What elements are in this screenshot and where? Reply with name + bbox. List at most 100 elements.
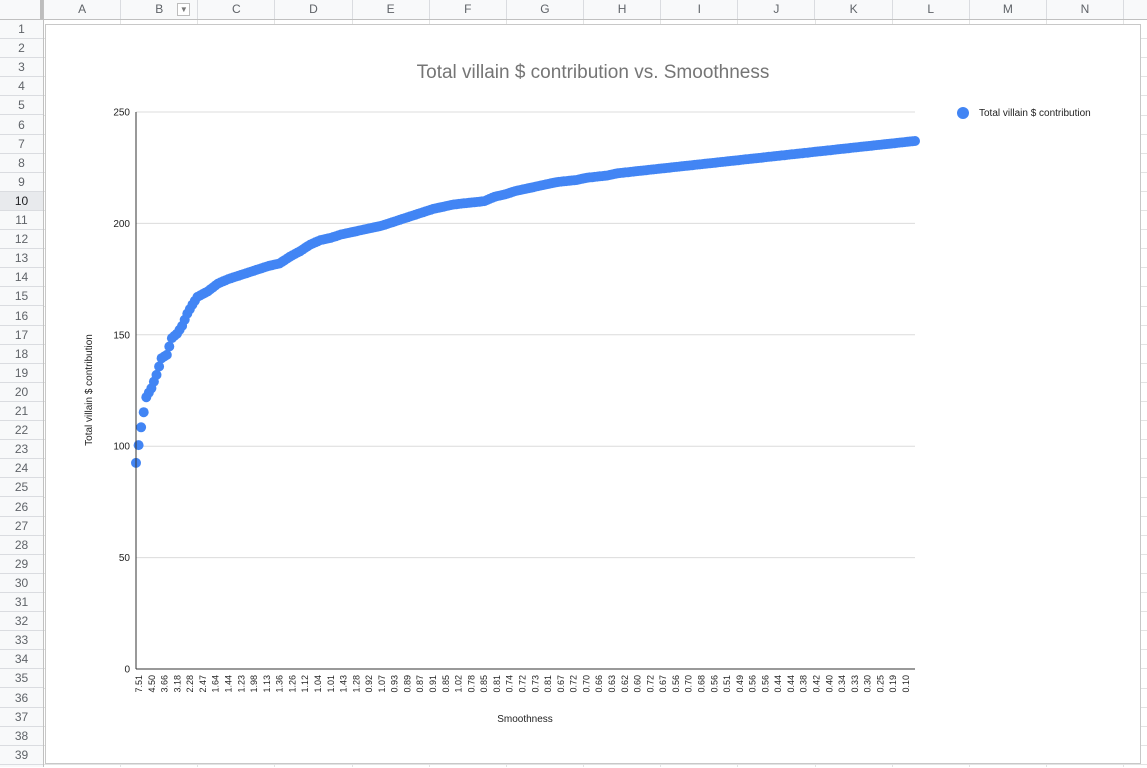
row-header-30[interactable]: 30 (0, 574, 43, 593)
x-tick-label: 3.66 (160, 675, 170, 693)
x-tick-label: 0.73 (530, 675, 540, 693)
row-header-11[interactable]: 11 (0, 211, 43, 230)
row-header-1[interactable]: 1 (0, 20, 43, 39)
select-all-corner[interactable] (0, 0, 44, 20)
data-point[interactable] (154, 361, 165, 372)
column-header-bar: A B ▼ C D E F G H I J K L M N (44, 0, 1147, 20)
column-header-c[interactable]: C (198, 0, 276, 19)
x-tick-label: 1.04 (313, 675, 323, 693)
data-point[interactable] (133, 440, 144, 451)
x-tick-label: 1.98 (249, 675, 259, 693)
row-header-33[interactable]: 33 (0, 631, 43, 651)
x-tick-label: 0.56 (760, 675, 770, 693)
row-header-37[interactable]: 37 (0, 708, 43, 727)
x-tick-label: 0.10 (901, 675, 911, 693)
x-tick-label: 0.78 (466, 675, 476, 693)
column-header-i[interactable]: I (661, 0, 739, 19)
row-header-16[interactable]: 16 (0, 307, 43, 326)
row-header-25[interactable]: 25 (0, 478, 43, 498)
row-header-6[interactable]: 6 (0, 116, 43, 135)
row-header-15[interactable]: 15 (0, 287, 43, 307)
data-point[interactable] (136, 422, 147, 433)
row-header-4[interactable]: 4 (0, 77, 43, 97)
x-tick-label: 0.67 (658, 675, 668, 693)
row-header-19[interactable]: 19 (0, 364, 43, 383)
column-header-k[interactable]: K (816, 0, 893, 19)
row-header-35[interactable]: 35 (0, 669, 43, 689)
grid-row-line (44, 763, 1147, 765)
row-header-7[interactable]: 7 (0, 135, 43, 154)
x-tick-label: 0.51 (722, 675, 732, 693)
x-tick-label: 0.34 (837, 675, 847, 693)
row-header-18[interactable]: 18 (0, 345, 43, 364)
column-header-l[interactable]: L (893, 0, 970, 19)
y-tick-label: 50 (119, 553, 131, 564)
column-header-b[interactable]: B (121, 0, 199, 19)
row-header-26[interactable]: 26 (0, 498, 43, 517)
x-tick-label: 1.07 (377, 675, 387, 693)
column-header-d[interactable]: D (275, 0, 353, 19)
x-tick-label: 0.56 (748, 675, 758, 693)
row-header-28[interactable]: 28 (0, 536, 43, 555)
row-header-27[interactable]: 27 (0, 517, 43, 536)
data-point[interactable] (161, 349, 172, 360)
y-tick-label: 250 (113, 108, 130, 119)
x-tick-label: 1.64 (211, 675, 221, 693)
x-tick-label: 1.01 (326, 675, 336, 693)
x-tick-label: 1.13 (262, 675, 272, 693)
row-header-36[interactable]: 36 (0, 689, 43, 708)
column-header-f[interactable]: F (430, 0, 507, 19)
row-header-20[interactable]: 20 (0, 383, 43, 402)
row-header-12[interactable]: 12 (0, 230, 43, 250)
row-header-5[interactable]: 5 (0, 96, 43, 116)
x-tick-label: 0.87 (415, 675, 425, 693)
legend[interactable]: Total villain $ contribution (957, 107, 1091, 119)
x-tick-label: 0.30 (863, 675, 873, 693)
column-header-g[interactable]: G (507, 0, 585, 19)
data-point[interactable] (138, 407, 149, 418)
column-header-m[interactable]: M (970, 0, 1047, 19)
column-header-h[interactable]: H (584, 0, 662, 19)
row-header-39[interactable]: 39 (0, 746, 43, 765)
data-point[interactable] (910, 136, 920, 146)
x-tick-label: 0.38 (799, 675, 809, 693)
row-header-21[interactable]: 21 (0, 402, 43, 421)
x-tick-label: 0.33 (850, 675, 860, 693)
row-header-13[interactable]: 13 (0, 249, 43, 269)
x-tick-label: 1.12 (300, 675, 310, 693)
row-header-29[interactable]: 29 (0, 555, 43, 574)
row-header-8[interactable]: 8 (0, 154, 43, 173)
data-point[interactable] (151, 369, 162, 380)
row-header-9[interactable]: 9 (0, 173, 43, 192)
column-header-j[interactable]: J (738, 0, 816, 19)
row-header-34[interactable]: 34 (0, 650, 43, 670)
column-header-n[interactable]: N (1047, 0, 1125, 19)
row-header-10[interactable]: 10 (0, 191, 43, 211)
row-header-31[interactable]: 31 (0, 593, 43, 612)
row-header-23[interactable]: 23 (0, 440, 43, 460)
x-tick-label: 0.44 (773, 675, 783, 693)
data-point[interactable] (164, 341, 175, 352)
x-tick-label: 0.81 (543, 675, 553, 693)
row-header-3[interactable]: 3 (0, 58, 43, 78)
row-header-14[interactable]: 14 (0, 268, 43, 288)
embedded-chart[interactable]: Total villain $ contribution vs. Smoothn… (45, 24, 1141, 764)
x-tick-label: 1.36 (275, 675, 285, 693)
column-header-a[interactable]: A (44, 0, 122, 19)
row-header-38[interactable]: 38 (0, 727, 43, 746)
x-tick-label: 4.50 (147, 675, 157, 693)
x-tick-label: 0.56 (671, 675, 681, 693)
x-tick-label: 0.42 (812, 675, 822, 693)
row-header-17[interactable]: 17 (0, 326, 43, 345)
scatter-chart: Total villain $ contribution vs. Smoothn… (84, 62, 1091, 725)
row-header-24[interactable]: 24 (0, 459, 43, 479)
column-header-e[interactable]: E (353, 0, 430, 19)
row-header-32[interactable]: 32 (0, 612, 43, 632)
legend-label: Total villain $ contribution (979, 108, 1091, 119)
x-tick-label: 0.81 (492, 675, 502, 693)
row-header-2[interactable]: 2 (0, 39, 43, 59)
x-tick-label: 0.91 (428, 675, 438, 693)
filter-dropdown-icon[interactable]: ▼ (177, 3, 191, 16)
row-header-22[interactable]: 22 (0, 421, 43, 441)
x-tick-label: 0.25 (875, 675, 885, 693)
